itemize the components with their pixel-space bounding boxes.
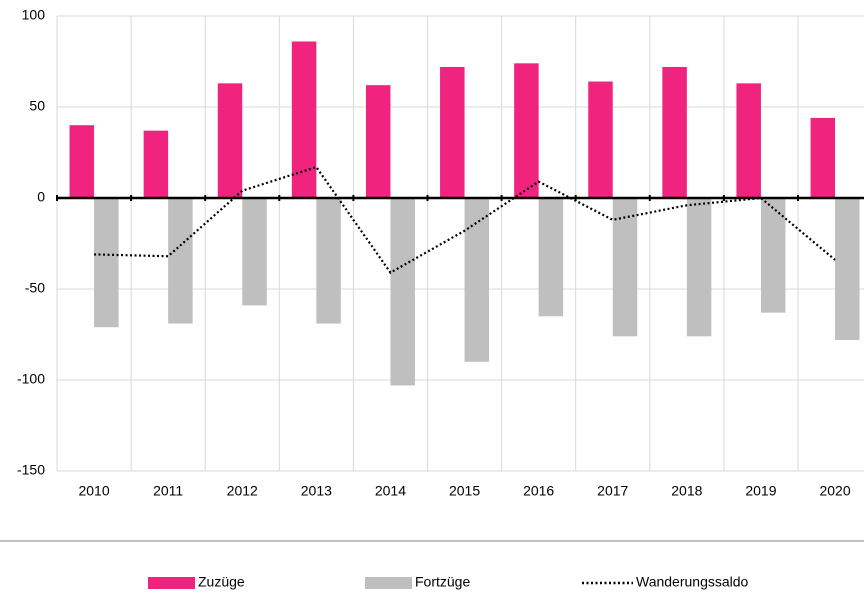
- x-tick-label: 2014: [375, 483, 406, 499]
- y-tick-label: -50: [25, 280, 45, 296]
- saldo-line: [94, 165, 836, 275]
- bar: [242, 198, 267, 306]
- x-tick-label: 2010: [78, 483, 109, 499]
- bar: [612, 198, 638, 337]
- bar: [736, 83, 761, 198]
- bar: [588, 81, 613, 198]
- x-tick-label: 2013: [301, 483, 332, 499]
- legend-swatch: [148, 577, 195, 589]
- x-tick-label: 2017: [597, 483, 628, 499]
- y-tick-label: -100: [17, 371, 45, 387]
- x-tick-label: 2012: [227, 483, 258, 499]
- bar: [538, 198, 564, 317]
- legend-label: Fortzüge: [415, 574, 470, 590]
- x-tick-label: 2015: [449, 483, 480, 499]
- bar: [143, 130, 169, 198]
- bar: [440, 66, 465, 199]
- y-tick-label: 50: [29, 98, 45, 114]
- bar: [316, 198, 341, 324]
- legend-label: Zuzüge: [198, 574, 245, 590]
- bar: [686, 198, 712, 337]
- bar: [514, 63, 539, 198]
- bar: [168, 198, 193, 324]
- bar: [810, 117, 836, 198]
- x-tick-label: 2016: [523, 483, 554, 499]
- bar: [464, 198, 490, 362]
- x-tick-label: 2018: [671, 483, 702, 499]
- legend-label: Wanderungssaldo: [636, 574, 749, 590]
- y-tick-label: 100: [22, 7, 46, 23]
- bar: [94, 198, 119, 328]
- bar: [760, 198, 786, 313]
- y-tick-label: -150: [17, 462, 45, 478]
- bar: [291, 41, 317, 199]
- bar: [835, 198, 860, 340]
- bar: [365, 85, 391, 198]
- x-tick-label: 2011: [153, 483, 183, 499]
- x-tick-label: 2020: [819, 483, 850, 499]
- bar: [217, 83, 243, 198]
- bar: [662, 66, 687, 199]
- y-tick-label: 0: [37, 189, 45, 205]
- x-tick-label: 2019: [745, 483, 776, 499]
- bar: [69, 125, 95, 198]
- legend-swatch: [365, 577, 412, 589]
- bar: [390, 198, 415, 386]
